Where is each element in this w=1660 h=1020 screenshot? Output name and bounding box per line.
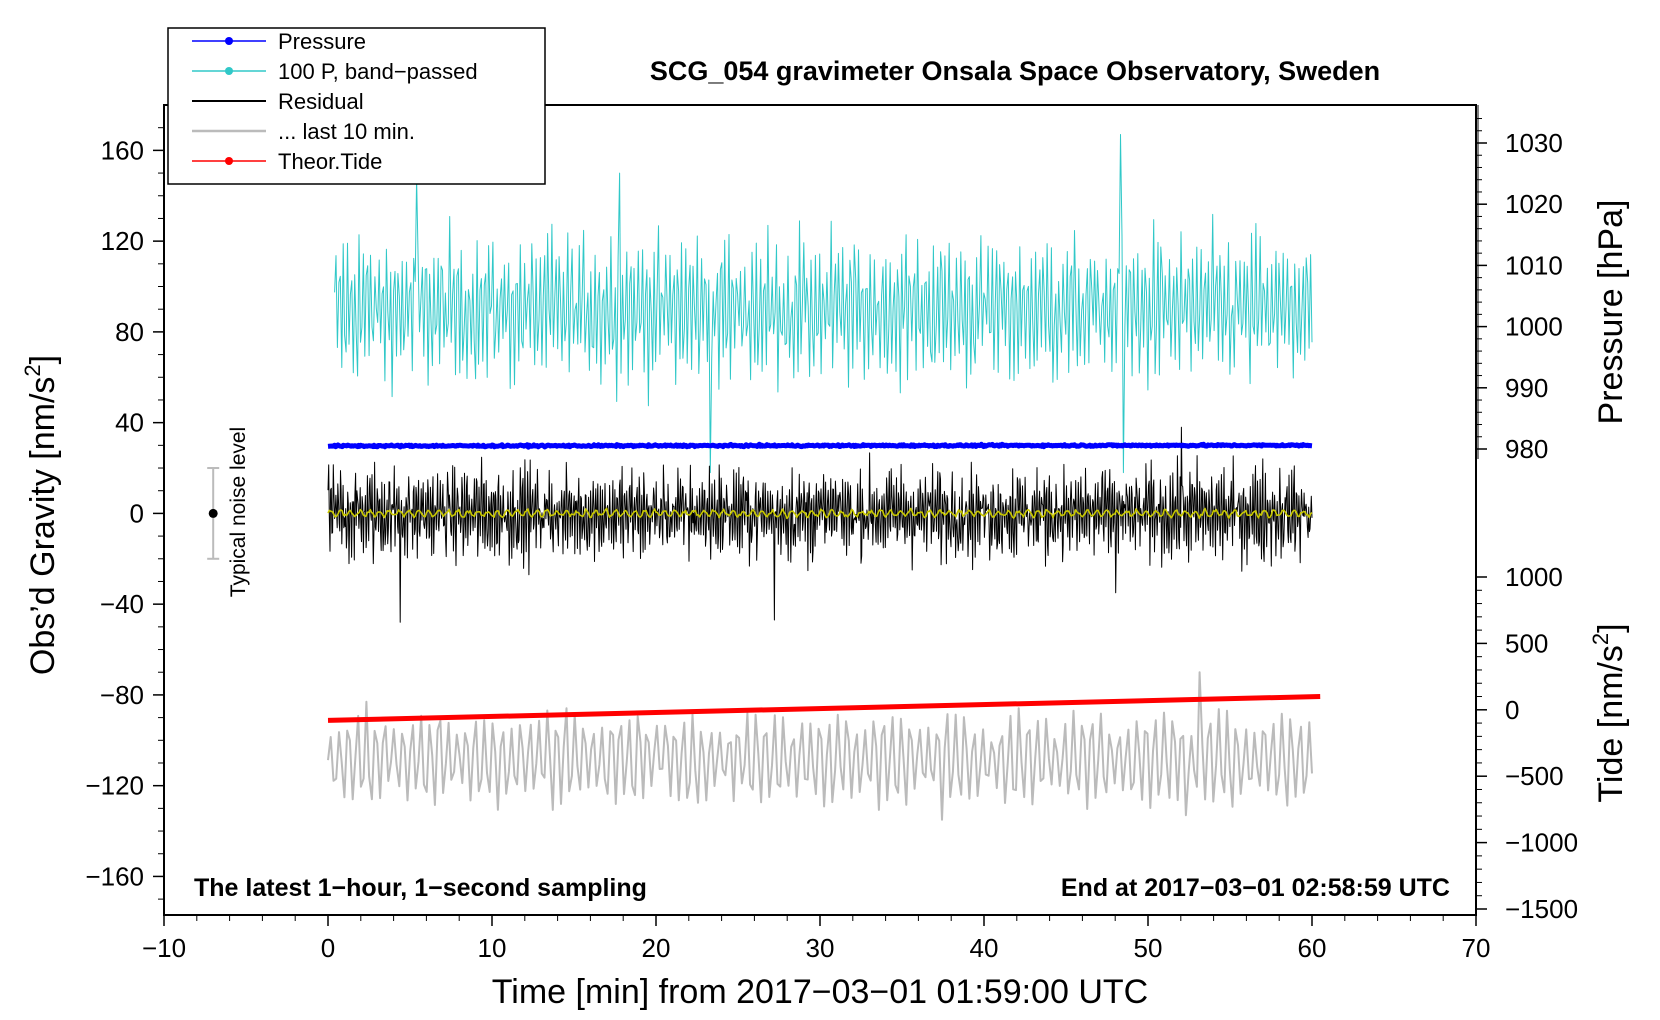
legend-marker-0 xyxy=(225,37,233,45)
y-axis-pressure-title: Pressure [hPa] xyxy=(1592,200,1630,425)
y-tide-tick-label: −1000 xyxy=(1505,828,1578,858)
y-pressure-tick-label: 1010 xyxy=(1505,250,1563,280)
y-left-tick-label: −40 xyxy=(100,589,144,619)
x-tick-label: −10 xyxy=(142,933,186,963)
legend-marker-4 xyxy=(225,157,233,165)
y-axis-left-title-main: Obs’d Gravity [nm/s xyxy=(24,377,62,676)
y-pressure-tick-label: 1030 xyxy=(1505,128,1563,158)
x-tick-label: 50 xyxy=(1134,933,1163,963)
data-layer xyxy=(326,134,1321,821)
y-axis-pressure: 1030 1020 1010 1000 990 980 xyxy=(1476,105,1563,464)
series-residual xyxy=(327,426,1313,623)
noise-bar-center xyxy=(208,508,218,518)
x-tick-label: 30 xyxy=(806,933,835,963)
x-tick-label: 10 xyxy=(478,933,507,963)
legend: Pressure 100 P, band−passed Residual ... la… xyxy=(167,27,546,185)
y-left-tick-label: 40 xyxy=(115,408,144,438)
y-axis-tide: 1000 500 0 −500 −1000 −1500 xyxy=(1476,562,1578,924)
legend-label-2: Residual xyxy=(278,89,364,114)
y-pressure-tick-label: 990 xyxy=(1505,373,1548,403)
x-axis-title: Time [min] from 2017−03−01 01:59:00 UTC xyxy=(492,973,1148,1011)
noise-label: Typical noise level xyxy=(227,427,250,597)
y-tide-tick-label: 500 xyxy=(1505,628,1548,658)
annotation-bottom-left: The latest 1−hour, 1−second sampling xyxy=(194,874,647,902)
series-last-10-min xyxy=(327,671,1313,821)
y-tide-tick-label: 0 xyxy=(1505,695,1519,725)
legend-label-3: ... last 10 min. xyxy=(278,119,415,144)
y-tide-tick-label: −1500 xyxy=(1505,894,1578,924)
y-axis-left-title-end: ] xyxy=(24,355,62,364)
x-tick-label: 40 xyxy=(970,933,999,963)
y-axis-tide-title-end: ] xyxy=(1592,623,1630,632)
y-axis-left-title: Obs’d Gravity [nm/s2] xyxy=(20,355,62,675)
series-pressure-bandpassed xyxy=(334,134,1313,474)
legend-marker-1 xyxy=(225,67,233,75)
y-left-tick-label: −120 xyxy=(85,771,144,801)
y-axis-left: 160 120 80 40 0 −40 −80 −120 −160 xyxy=(85,127,164,900)
y-left-tick-label: −80 xyxy=(100,680,144,710)
x-tick-label: 0 xyxy=(321,933,335,963)
annotation-bottom-right: End at 2017−03−01 02:58:59 UTC xyxy=(1061,874,1450,902)
y-left-tick-label: −160 xyxy=(85,861,144,891)
y-left-tick-label: 80 xyxy=(115,317,144,347)
y-pressure-tick-label: 1000 xyxy=(1505,312,1563,342)
legend-label-0: Pressure xyxy=(278,29,366,54)
y-axis-tide-title-sup: 2 xyxy=(1588,633,1613,645)
legend-label-4: Theor.Tide xyxy=(278,149,382,174)
x-tick-label: 70 xyxy=(1462,933,1491,963)
y-pressure-tick-label: 1020 xyxy=(1505,189,1563,219)
legend-label-1: 100 P, band−passed xyxy=(278,59,478,84)
y-left-tick-label: 160 xyxy=(101,135,144,165)
series-pressure xyxy=(326,441,1314,450)
y-tide-tick-label: −500 xyxy=(1505,761,1564,791)
x-axis: −10 0 10 20 30 40 50 60 70 xyxy=(142,915,1491,963)
y-pressure-tick-label: 980 xyxy=(1505,434,1548,464)
y-axis-left-title-sup: 2 xyxy=(20,364,45,376)
chart-title: SCG_054 gravimeter Onsala Space Observat… xyxy=(650,56,1380,86)
series-theor-tide xyxy=(327,694,1321,723)
y-axis-tide-title: Tide [nm/s2] xyxy=(1588,623,1630,802)
x-tick-label: 20 xyxy=(642,933,671,963)
y-tide-tick-label: 1000 xyxy=(1505,562,1563,592)
y-axis-tide-title-main: Tide [nm/s xyxy=(1592,645,1630,802)
noise-indicator xyxy=(207,467,220,560)
x-tick-label: 60 xyxy=(1298,933,1327,963)
series-residual-smoothed xyxy=(327,507,1313,520)
y-left-tick-label: 120 xyxy=(101,226,144,256)
y-left-tick-label: 0 xyxy=(130,498,144,528)
